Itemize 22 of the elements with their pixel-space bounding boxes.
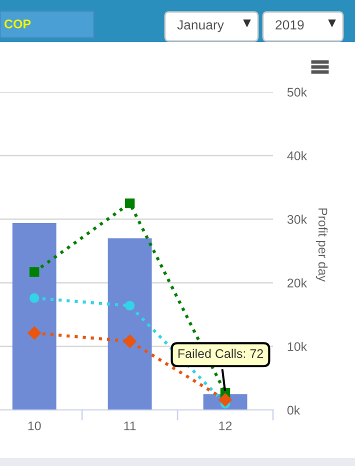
x-tick-label: 11 <box>124 422 136 430</box>
x-tick-label: 10 <box>28 421 41 430</box>
point <box>30 293 40 303</box>
y-tick-label: 30k <box>287 214 308 224</box>
y-axis-title: Profit per day <box>316 208 328 282</box>
y-tick-label: 10k <box>288 342 308 352</box>
annotation: Failed Calls: 72 <box>178 348 263 358</box>
y-tick-label: 0k <box>287 405 300 415</box>
point <box>124 300 135 311</box>
y-tick-label: 50k <box>287 87 308 97</box>
point <box>30 267 40 277</box>
y-tick-label: 20k <box>288 278 308 288</box>
bar <box>12 223 56 410</box>
text: 2019 <box>276 20 304 30</box>
bar <box>108 238 152 410</box>
point <box>124 198 135 208</box>
x-tick-label: 12 <box>219 421 232 430</box>
point <box>123 334 136 348</box>
text: COP <box>4 20 31 28</box>
point <box>28 326 41 340</box>
y-tick-label: 40k <box>287 151 308 160</box>
text: January <box>177 20 224 32</box>
